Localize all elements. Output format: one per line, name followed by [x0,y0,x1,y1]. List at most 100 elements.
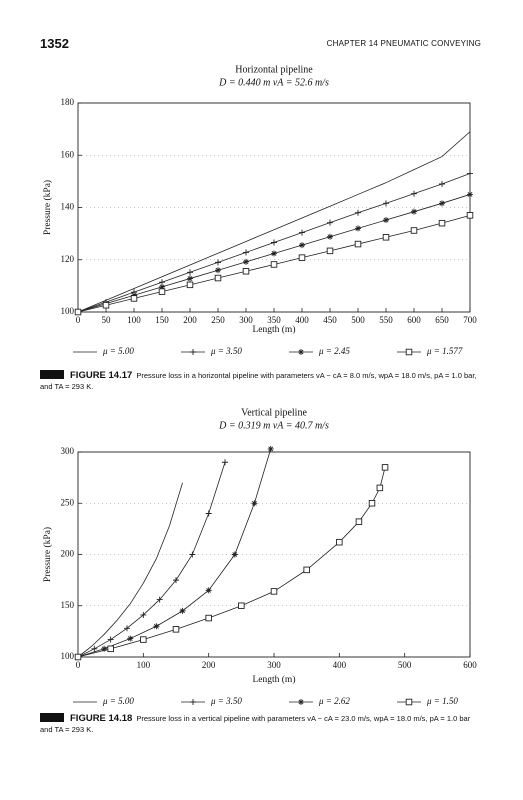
marker [153,623,160,630]
marker [270,261,278,268]
legend-label: μ = 5.00 [102,346,134,356]
caption-label: FIGURE 14.18 [70,713,133,724]
y-axis-label: Pressure (kPa) [42,527,53,582]
marker [382,234,390,241]
marker [91,645,98,652]
legend-label: μ = 5.00 [102,696,134,706]
legend-marker [190,699,196,705]
marker [205,510,212,517]
marker [172,626,180,633]
series-line [77,482,183,658]
x-tick-label: 550 [379,315,393,325]
marker [130,295,138,302]
running-title: CHAPTER 14 PNEUMATIC CONVEYING [326,39,481,48]
y-tick-label: 100 [61,306,75,316]
x-tick-label: 100 [137,660,151,670]
plot-frame [77,451,471,658]
chart-title: Vertical pipeline [241,407,307,418]
marker [354,240,362,248]
marker [243,249,249,256]
y-tick-label: 140 [61,202,75,212]
marker [222,459,228,466]
x-tick-label: 600 [407,315,421,325]
marker [214,274,222,282]
marker [270,588,278,595]
marker [215,267,221,274]
x-tick-label: 50 [102,315,112,325]
marker [381,464,389,471]
caption-label: FIGURE 14.17 [70,370,133,381]
marker [107,636,114,643]
x-axis-label: Length (m) [252,324,295,335]
marker [102,301,110,309]
marker [383,200,389,207]
caption: FIGURE 14.18 Pressure loss in a vertical … [40,713,480,735]
caption-bar [40,713,64,722]
caption-text: Pressure loss in a horizontal pipeline w… [40,371,477,391]
marker [411,208,417,215]
marker [238,602,245,610]
marker [205,587,212,594]
marker [410,227,418,234]
marker [439,180,445,187]
x-axis-label: Length (m) [252,674,295,685]
x-tick-label: 500 [351,315,365,325]
marker [298,254,306,261]
x-tick-label: 450 [323,315,337,325]
legend-marker [405,698,413,706]
marker [355,225,361,232]
marker [271,239,277,246]
x-tick-label: 650 [435,315,449,325]
marker [107,645,114,653]
x-tick-label: 400 [295,315,309,325]
marker [215,259,221,266]
marker [74,653,82,661]
y-tick-label: 200 [61,549,75,559]
x-tick-label: 500 [398,660,412,670]
marker [299,242,305,249]
x-tick-label: 0 [76,660,81,670]
y-tick-label: 250 [61,497,75,507]
y-tick-label: 150 [61,600,75,610]
legend-label: μ = 3.50 [210,346,242,356]
legend-marker [298,699,304,705]
x-tick-label: 300 [239,315,253,325]
marker [173,577,179,584]
legend-marker [405,348,413,356]
y-tick-label: 160 [61,149,75,159]
marker [159,283,165,290]
marker [251,500,258,507]
marker [179,607,186,614]
marker [158,288,166,295]
x-tick-label: 200 [202,660,216,670]
series-line [77,462,226,658]
x-tick-label: 700 [463,315,477,325]
marker [242,267,250,275]
marker [467,170,473,177]
x-tick-label: 150 [155,315,169,325]
marker [355,209,361,216]
legend-label: μ = 1.577 [426,346,463,356]
legend-marker [190,349,196,355]
chart-title: Horizontal pipeline [235,64,313,75]
x-tick-label: 100 [127,315,141,325]
marker [74,308,82,316]
marker [267,445,274,452]
series-line [77,131,471,313]
x-tick-label: 250 [211,315,225,325]
marker [187,269,193,276]
marker [467,191,473,198]
marker [383,217,389,224]
legend-label: μ = 2.62 [318,696,350,706]
marker [303,566,310,574]
marker [466,212,474,219]
marker [368,500,376,507]
y-tick-label: 120 [61,254,75,264]
plot-frame [77,102,471,313]
marker [127,635,134,642]
marker [140,636,147,643]
marker [299,229,305,236]
legend-marker [298,349,304,355]
